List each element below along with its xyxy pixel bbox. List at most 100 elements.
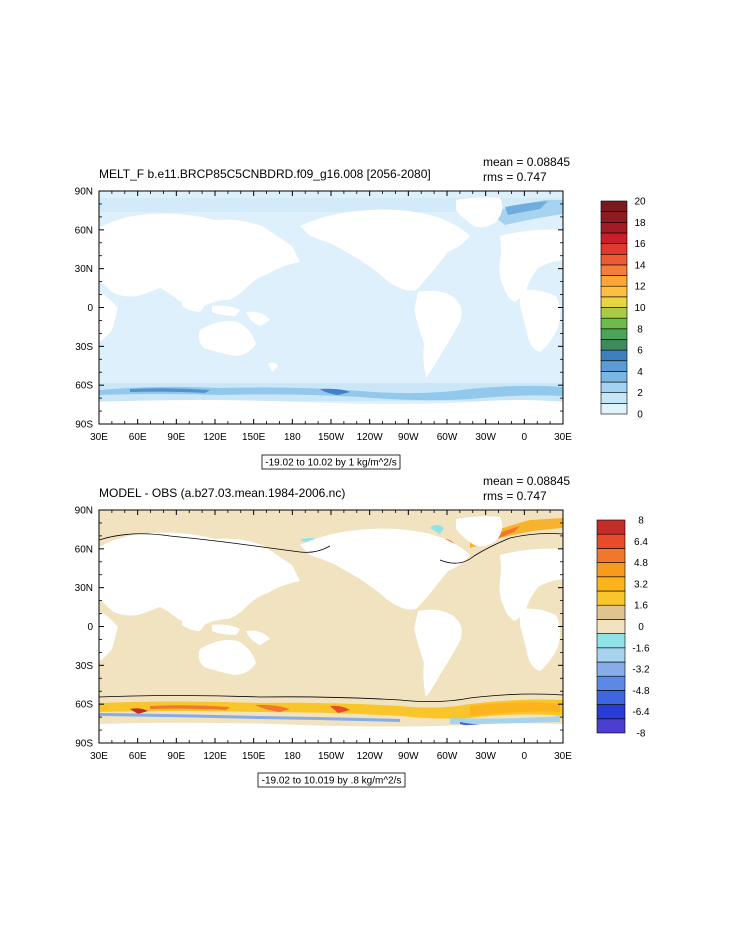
colorbar-swatch [600, 296, 628, 308]
x-tick-label: 120W [357, 751, 384, 762]
x-tick-label: 60E [129, 751, 147, 762]
panel-bottom-range-box [257, 772, 406, 788]
x-tick-label: 30W [475, 432, 496, 443]
panel-bottom-colorbar: 8 6.4 4.8 3.2 1.6 0 -1.6 -3.2 -4.8 -6.4 -8 [596, 516, 650, 740]
colorbar-label: -6.4 [632, 707, 650, 718]
colorbar-swatch [596, 647, 626, 663]
x-tick-label: 60W [437, 751, 458, 762]
x-tick-label: 180 [284, 751, 301, 762]
colorbar-swatch [600, 328, 628, 340]
colorbar-label: -8 [637, 729, 646, 740]
colorbar-swatch [596, 675, 626, 691]
x-tick-label: 0 [522, 751, 528, 762]
colorbar-swatch [600, 381, 628, 393]
colorbar-label: 0 [637, 410, 643, 421]
x-tick-label: 30E [90, 751, 108, 762]
colorbar-swatch [600, 360, 628, 372]
colorbar-swatch [600, 285, 628, 298]
colorbar-label: 1.6 [634, 601, 648, 612]
colorbar-swatch [600, 371, 628, 383]
y-tick-label: 90N [75, 506, 93, 517]
colorbar-swatch [596, 590, 626, 606]
colorbar-label: 14 [634, 260, 646, 271]
x-tick-label: 180 [284, 432, 301, 443]
panel-top-title: MELT_F b.e11.BRCP85C5CNBDRD.f09_g16.008 … [99, 167, 431, 181]
x-tick-label: 90W [398, 751, 419, 762]
colorbar-swatch [600, 392, 628, 404]
y-tick-label: 60N [75, 225, 93, 236]
panel-bottom: MODEL - OBS (a.b27.03.mean.1984-2006.nc)… [75, 474, 650, 788]
colorbar-label: 3.2 [634, 579, 648, 590]
x-tick-label: 30W [475, 751, 496, 762]
colorbar-swatch [600, 222, 628, 234]
panel-bottom-land-mask [99, 516, 563, 743]
x-tick-label: 150W [318, 751, 345, 762]
panel-bottom-axes: 30E 60E 90E 120E 150E 180 150W 120W 90W 60W 30W 0 30… [75, 506, 573, 763]
x-tick-label: 150E [242, 751, 266, 762]
colorbar-swatch [596, 576, 626, 592]
x-tick-label: 150W [318, 432, 345, 443]
colorbar-label: 4 [637, 367, 643, 378]
y-tick-label: 60S [75, 700, 93, 711]
y-tick-label: 30S [75, 661, 93, 672]
x-tick-label: 30E [90, 432, 108, 443]
colorbar-swatch [596, 519, 626, 535]
colorbar-label: -3.2 [632, 665, 650, 676]
colorbar-swatch [596, 704, 626, 720]
panel-top: MELT_F b.e11.BRCP85C5CNBDRD.f09_g16.008 … [75, 155, 646, 470]
colorbar-label: 20 [634, 197, 646, 208]
colorbar-swatch [596, 619, 626, 634]
colorbar-swatch [596, 548, 626, 563]
y-tick-label: 90S [75, 420, 93, 431]
panel-top-axes: 30E 60E 90E 120E 150E 180 150W 120W 90W 60W 30W 0 30… [75, 187, 573, 444]
x-tick-label: 120E [203, 751, 227, 762]
y-tick-label: 90S [75, 739, 93, 750]
colorbar-swatch [600, 232, 628, 244]
y-tick-label: 30N [75, 583, 93, 594]
panel-top-stat-rms: rms = 0.747 [483, 170, 547, 184]
y-tick-label: 0 [87, 303, 93, 314]
colorbar-label: -4.8 [632, 686, 650, 697]
colorbar-swatch [600, 403, 628, 415]
panel-bottom-map [99, 510, 563, 743]
colorbar-swatch [596, 718, 626, 734]
colorbar-swatch [600, 275, 628, 287]
x-tick-label: 0 [522, 432, 528, 443]
x-tick-label: 120W [357, 432, 384, 443]
colorbar-swatch [600, 243, 628, 255]
x-tick-label: 90W [398, 432, 419, 443]
panel-bottom-stat-rms: rms = 0.747 [483, 489, 547, 503]
colorbar-swatch [600, 349, 628, 362]
x-tick-label: 60E [129, 432, 147, 443]
panel-top-range-text: -19.02 to 10.02 by 1 kg/m^2/s [265, 458, 396, 469]
x-tick-label: 150E [242, 432, 266, 443]
colorbar-label: 6 [637, 346, 643, 357]
y-tick-label: 30S [75, 342, 93, 353]
colorbar-swatch [596, 690, 626, 705]
colorbar-label: 0 [638, 622, 644, 633]
panel-top-range-box [261, 454, 401, 470]
colorbar-label: 18 [634, 218, 646, 229]
panel-bottom-zero-contours [99, 533, 563, 702]
colorbar-label: 8 [638, 516, 644, 527]
y-tick-label: 60N [75, 544, 93, 555]
colorbar-swatch [600, 307, 628, 319]
y-tick-label: 90N [75, 187, 93, 198]
colorbar-swatch [596, 604, 626, 620]
panel-top-stat-mean: mean = 0.08845 [483, 155, 570, 169]
x-tick-label: 120E [203, 432, 227, 443]
colorbar-swatch [600, 253, 628, 266]
x-tick-label: 30E [554, 751, 572, 762]
y-tick-label: 0 [87, 622, 93, 633]
panel-bottom-stat-mean: mean = 0.08845 [483, 474, 570, 488]
colorbar-label: 6.4 [634, 537, 648, 548]
colorbar-swatch [596, 533, 626, 549]
colorbar-label: -1.6 [632, 643, 650, 654]
colorbar-swatch [600, 211, 628, 223]
panel-top-map [99, 191, 563, 424]
y-tick-label: 30N [75, 264, 93, 275]
colorbar-label: 16 [634, 239, 646, 250]
colorbar-swatch [600, 339, 628, 351]
